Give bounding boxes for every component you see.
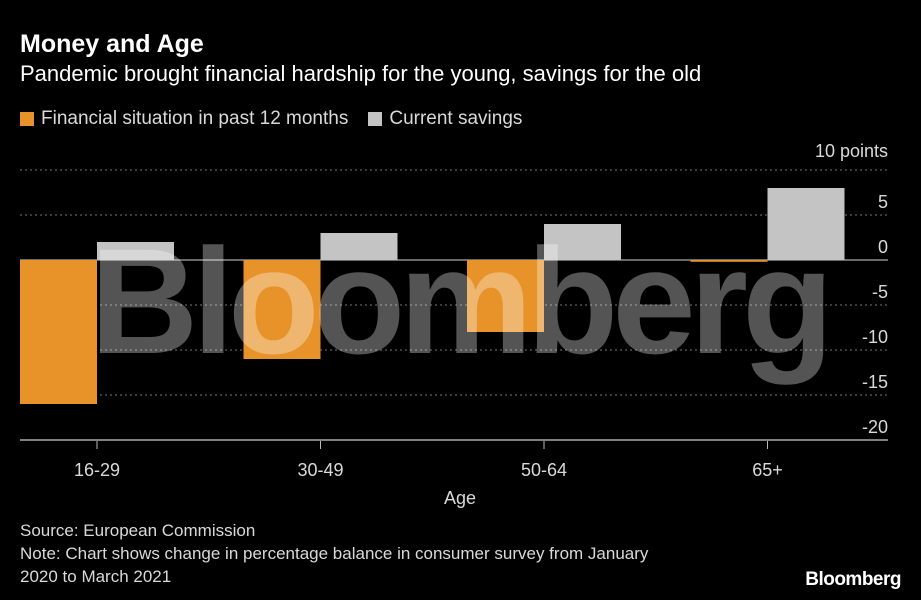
chart-footer: Source: European Commission Note: Chart …: [20, 519, 648, 588]
chart-subtitle: Pandemic brought financial hardship for …: [20, 61, 702, 86]
legend-label-financial: Financial situation in past 12 months: [41, 108, 349, 129]
y-tick-label: -20: [862, 417, 888, 437]
y-tick-label: 0: [878, 237, 888, 257]
bar-financial-50-64: [467, 260, 544, 332]
y-unit-label: 10 points: [815, 141, 888, 161]
bar-financial-65+: [690, 260, 768, 262]
y-tick-label: -15: [862, 372, 888, 392]
bloomberg-logo: Bloomberg: [805, 569, 901, 590]
note-text-line1: Note: Chart shows change in percentage b…: [20, 544, 649, 563]
bar-financial-16-29: [20, 260, 97, 404]
bar-financial-30-49: [243, 260, 321, 359]
x-tick-label: 65+: [752, 460, 783, 480]
x-axis-title: Age: [444, 488, 476, 508]
y-tick-label: -10: [862, 327, 888, 347]
legend-swatch-financial: [20, 112, 34, 126]
y-tick-label: -5: [872, 282, 888, 302]
y-tick-label: 5: [878, 192, 888, 212]
legend-swatch-savings: [368, 112, 383, 126]
legend-item-savings: Current savings: [368, 108, 522, 130]
bar-savings-65+: [767, 188, 845, 260]
bar-chart: 5 0 -5 -10 -15 -20 10 points 16-29 30-49 50-64 65+…: [20, 141, 888, 508]
source-text: Source: European Commission: [20, 521, 256, 540]
bar-savings-16-29: [97, 242, 174, 260]
x-tick-label: 50-64: [521, 460, 567, 480]
note-text-line2: 2020 to March 2021: [20, 567, 172, 586]
bar-savings-30-49: [320, 233, 398, 260]
legend-item-financial: Financial situation in past 12 months: [20, 108, 348, 130]
chart-title: Money and Age: [20, 30, 204, 58]
bar-savings-50-64: [544, 224, 621, 260]
legend-label-savings: Current savings: [389, 108, 523, 129]
x-tick-label: 16-29: [74, 460, 120, 480]
x-tick-label: 30-49: [297, 460, 343, 480]
legend: Financial situation in past 12 months Cu…: [20, 108, 542, 130]
